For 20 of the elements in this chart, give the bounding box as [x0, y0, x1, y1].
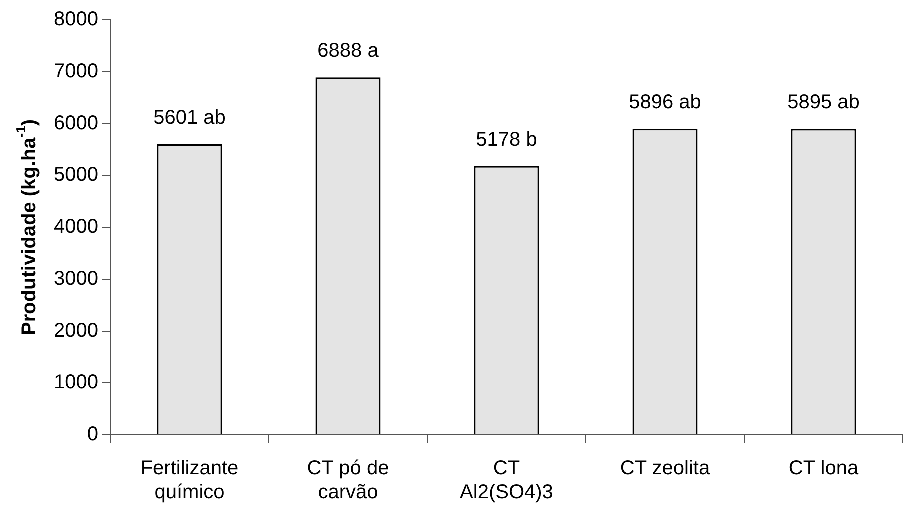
x-tick-label: CT zeolita: [620, 458, 711, 480]
y-tick-label: 0: [87, 424, 98, 446]
data-label: 5178 b: [476, 128, 538, 151]
data-label: 6888 a: [318, 40, 380, 62]
data-label: 5601 ab: [154, 106, 226, 129]
data-label: 5896 ab: [629, 92, 702, 114]
x-tick-label: CT Al2(SO4)3: [460, 458, 554, 504]
y-tick-label: 5000: [54, 164, 98, 186]
y-tick-label: 1000: [54, 372, 98, 394]
y-tick-label: 7000: [54, 60, 98, 82]
y-axis-title: Produtividade (kg.ha-1): [14, 119, 41, 336]
y-tick-label: 8000: [54, 8, 98, 31]
y-tick-label: 4000: [54, 216, 98, 238]
data-label: 5895 ab: [788, 92, 860, 114]
y-tick-label: 6000: [54, 112, 98, 134]
y-tick-label: 3000: [54, 268, 98, 290]
y-tick-label: 2000: [54, 320, 98, 342]
x-tick-label: CT pó de carvão: [307, 458, 390, 504]
x-tick-label: CT lona: [788, 458, 860, 480]
x-tick-label: Fertilizante químico: [140, 458, 239, 504]
